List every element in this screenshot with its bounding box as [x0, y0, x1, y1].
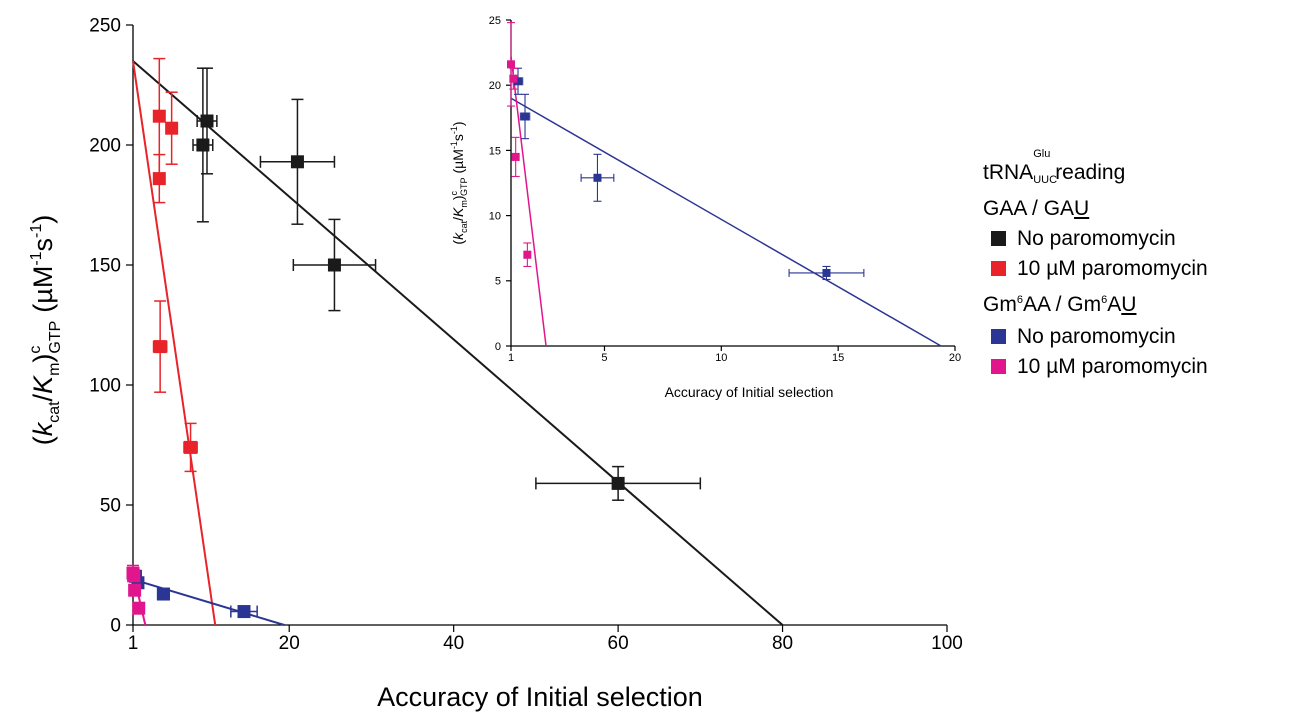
inset-data-point-s0-3	[822, 268, 831, 277]
legend-group-gm6aa: Gm6AA / Gm6AU	[983, 293, 1137, 316]
main-data-point-s0-2	[290, 155, 304, 169]
legend-swatch-red	[991, 261, 1006, 276]
inset-fit-line-1	[510, 56, 547, 347]
main-fit-line-1	[132, 60, 217, 626]
inset-y-tick-label: 5	[495, 276, 501, 288]
main-y-tick-label: 150	[89, 256, 121, 277]
main-data-point-s1-4	[184, 440, 198, 454]
main-y-tick-label: 50	[100, 496, 121, 517]
main-data-point-s1-1	[165, 121, 179, 135]
main-data-point-s0-1	[200, 114, 214, 128]
inset-y-axis-title: (kcat/Km)cGTP(µM-1s-1)	[449, 121, 469, 244]
legend-item-blue: No paromomycin	[991, 326, 1176, 347]
inset-data-point-s1-2	[509, 74, 518, 83]
main-x-axis-title: Accuracy of Initial selection	[377, 682, 703, 712]
main-data-point-s3-3	[132, 601, 146, 615]
legend-swatch-magenta	[991, 359, 1006, 374]
legend-title: tRNA Glu UUC reading	[983, 148, 1126, 186]
main-data-point-s3-1	[128, 583, 142, 597]
inset-y-tick-label: 25	[489, 15, 501, 27]
inset-x-tick-label: 5	[601, 352, 607, 364]
main-fit-line-2	[132, 578, 285, 626]
inset-data-point-s0-1	[521, 112, 530, 121]
inset-data-point-s1-1	[511, 152, 520, 161]
legend-item-red: 10 µM paromomycin	[991, 258, 1208, 279]
main-data-point-s0-4	[611, 476, 625, 490]
inset-x-axis-title: Accuracy of Initial selection	[665, 384, 834, 400]
main-fit-line-0	[132, 60, 784, 626]
main-data-point-s3-2	[127, 569, 141, 583]
main-x-tick-label: 60	[608, 633, 629, 654]
main-data-point-s0-0	[196, 138, 210, 152]
inset-x-tick-label: 20	[949, 352, 961, 364]
main-data-point-s2-2	[156, 587, 170, 601]
legend-group-gaa: GAA / GAU	[983, 197, 1090, 220]
inset-y-tick-label: 0	[495, 341, 501, 353]
inset-data-point-s0-2	[593, 173, 602, 182]
inset-y-tick-label: 15	[489, 145, 501, 157]
legend-item-magenta: 10 µM paromomycin	[991, 356, 1208, 377]
main-x-tick-label: 100	[931, 633, 963, 654]
main-data-point-s1-3	[153, 340, 167, 354]
inset-fit-line-0	[510, 97, 942, 347]
inset-x-tick-label: 15	[832, 352, 844, 364]
inset-y-tick-label: 20	[489, 80, 501, 92]
inset-data-point-s0-0	[514, 77, 523, 86]
main-data-point-s1-2	[152, 172, 166, 186]
main-y-tick-label: 100	[89, 376, 121, 397]
inset-x-tick-label: 1	[508, 352, 514, 364]
main-x-tick-label: 20	[279, 633, 300, 654]
main-y-tick-label: 250	[89, 16, 121, 37]
inset-y-tick-label: 10	[489, 210, 501, 222]
main-data-point-s0-3	[327, 258, 341, 272]
main-x-tick-label: 40	[443, 633, 464, 654]
legend-item-black: No paromomycin	[991, 228, 1176, 249]
inset-data-point-s1-3	[523, 250, 532, 259]
legend-swatch-blue	[991, 329, 1006, 344]
inset-x-tick-label: 10	[715, 352, 727, 364]
main-data-point-s2-3	[237, 605, 251, 619]
main-y-tick-label: 0	[110, 616, 121, 637]
main-data-point-s1-0	[152, 109, 166, 123]
legend-swatch-black	[991, 231, 1006, 246]
main-x-tick-label: 80	[772, 633, 793, 654]
inset-data-point-s1-0	[507, 60, 515, 69]
main-y-tick-label: 200	[89, 136, 121, 157]
main-x-tick-label: 1	[128, 633, 139, 654]
main-y-axis-title: (kcat/Km)c GTP(µM-1s-1)	[27, 215, 64, 446]
